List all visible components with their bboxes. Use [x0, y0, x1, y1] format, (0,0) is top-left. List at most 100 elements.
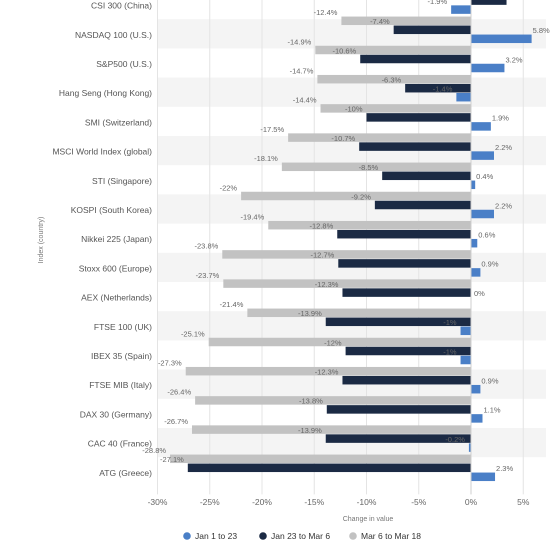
data-label: -26.7% — [164, 417, 188, 426]
x-tick-label: -5% — [411, 497, 427, 507]
bar — [268, 220, 471, 230]
bar — [393, 25, 471, 35]
data-label: -1.4% — [433, 84, 453, 93]
category-label: Nikkei 225 (Japan) — [81, 234, 152, 244]
category-label: Stoxx 600 (Europe) — [79, 263, 152, 273]
x-tick-label: -25% — [200, 497, 220, 507]
data-label: 1.1% — [483, 406, 500, 415]
legend-marker — [183, 532, 191, 540]
data-label: -12.8% — [309, 221, 333, 230]
data-label: -13.9% — [298, 309, 322, 318]
bar — [325, 434, 471, 443]
data-label: -13.9% — [298, 426, 322, 435]
data-label: 5.8% — [533, 26, 550, 35]
bar — [337, 229, 471, 239]
data-label: -26.4% — [167, 388, 191, 397]
bar — [366, 113, 471, 122]
legend-marker — [349, 532, 357, 540]
x-tick-label: 0% — [465, 497, 478, 507]
data-label: -21.4% — [220, 300, 244, 309]
data-label: -8.5% — [359, 163, 379, 172]
data-label: 0.9% — [481, 376, 498, 385]
bar — [460, 326, 471, 336]
data-label: -27.3% — [158, 358, 182, 367]
data-label: -12% — [324, 338, 342, 347]
bar — [374, 200, 471, 210]
data-label: -9.2% — [351, 192, 371, 201]
data-label: -1% — [443, 318, 457, 327]
category-label: SMI (Switzerland) — [85, 117, 152, 127]
bar — [405, 83, 471, 93]
value-labels: -1.9%3.4%5.8%-7.4%-12.4%3.2%-10.6%-14.9%… — [142, 0, 550, 473]
data-label: 0.6% — [478, 230, 495, 239]
bar — [468, 443, 471, 452]
data-label: -19.4% — [241, 212, 265, 221]
category-label: FTSE 100 (UK) — [94, 322, 152, 332]
bar — [241, 191, 471, 201]
legend-label: Jan 23 to Mar 6 — [271, 531, 330, 541]
bar — [315, 45, 471, 55]
legend: Jan 1 to 23 Jan 23 to Mar 6 Mar 6 to Mar 1… — [183, 531, 421, 541]
category-label: DAX 30 (Germany) — [80, 409, 152, 419]
data-label: 0.4% — [476, 172, 493, 181]
bar — [223, 279, 471, 288]
bar — [338, 259, 471, 268]
data-label: -14.9% — [288, 37, 312, 46]
bar — [471, 34, 532, 44]
data-label: -12.3% — [315, 367, 339, 376]
data-label: -6.3% — [382, 75, 402, 84]
bar — [281, 162, 471, 172]
bar — [342, 375, 471, 385]
data-label: -12.3% — [315, 280, 339, 289]
bar — [471, 384, 481, 394]
bar — [360, 54, 471, 64]
data-label: -10.6% — [332, 46, 356, 55]
bar — [317, 74, 471, 84]
data-label: -14.7% — [290, 66, 314, 75]
category-label: S&P500 (U.S.) — [96, 59, 152, 69]
bar — [247, 308, 471, 318]
bar — [471, 414, 483, 423]
bar — [471, 238, 478, 248]
data-label: -25.1% — [181, 329, 205, 338]
data-label: 2.3% — [496, 464, 513, 473]
bar — [451, 5, 471, 14]
data-label: -1% — [443, 347, 457, 356]
x-tick-label: -15% — [304, 497, 324, 507]
bar — [345, 346, 471, 356]
data-label: 2.2% — [495, 143, 512, 152]
data-label: -10% — [345, 105, 363, 114]
bar — [341, 16, 471, 26]
data-label: 1.9% — [492, 114, 509, 123]
bar — [326, 405, 471, 414]
bar — [320, 104, 471, 113]
category-label: MSCI World Index (global) — [52, 147, 152, 157]
data-label: -18.1% — [254, 154, 278, 163]
bar — [208, 337, 471, 347]
category-label: Hang Seng (Hong Kong) — [59, 88, 152, 98]
legend-label: Mar 6 to Mar 18 — [361, 531, 421, 541]
data-label: 2.2% — [495, 201, 512, 210]
bar — [222, 250, 471, 259]
x-tick-labels: -30% -25% -20% -15% -10% -5% 0% 5% — [148, 497, 530, 507]
data-label: 0.9% — [481, 260, 498, 269]
data-label: -12.4% — [314, 8, 338, 17]
bar — [187, 463, 471, 473]
data-label: -13.8% — [299, 397, 323, 406]
legend-marker — [259, 532, 267, 540]
bar — [456, 92, 471, 102]
category-label: ATG (Greece) — [99, 468, 152, 478]
data-label: -22% — [220, 183, 238, 192]
data-label: -0.2% — [445, 435, 465, 444]
bar — [471, 122, 491, 131]
category-labels: CSI 300 (China) NASDAQ 100 (U.S.) S&P500 (… — [52, 1, 152, 478]
data-label: -12.7% — [311, 251, 335, 260]
category-label: FTSE MIB (Italy) — [89, 380, 152, 390]
data-label: -23.8% — [195, 242, 219, 251]
bar — [471, 63, 505, 73]
bar — [471, 472, 496, 482]
data-label: -10.7% — [331, 134, 355, 143]
data-label: -28.8% — [142, 446, 166, 455]
bar — [471, 209, 494, 219]
